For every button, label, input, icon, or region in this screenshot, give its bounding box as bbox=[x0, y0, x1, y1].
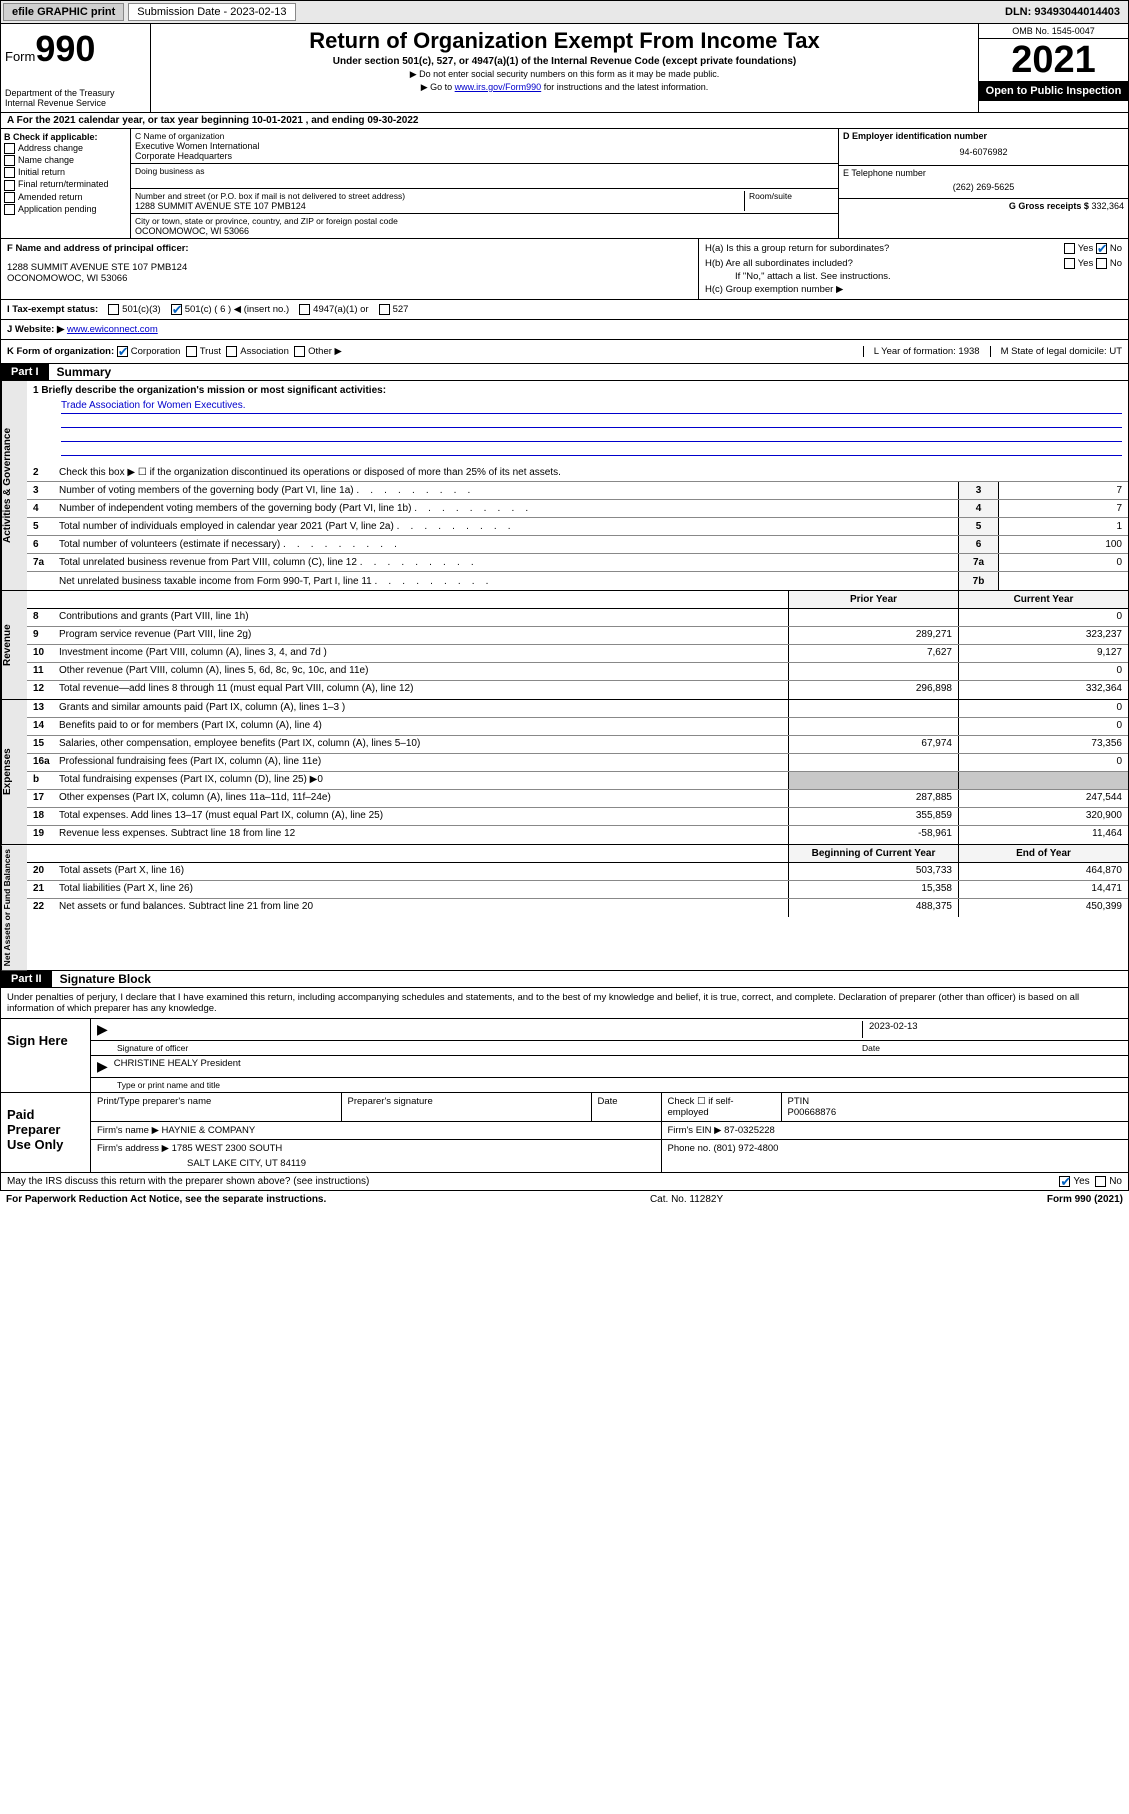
top-bar: efile GRAPHIC print Submission Date - 20… bbox=[0, 0, 1129, 24]
summary-line: 21Total liabilities (Part X, line 26)15,… bbox=[27, 881, 1128, 899]
arrow-icon: ▶ bbox=[97, 1058, 114, 1075]
checkbox-option[interactable]: Address change bbox=[4, 143, 127, 154]
summary-line: 7aTotal unrelated business revenue from … bbox=[27, 554, 1128, 572]
summary-line: Net unrelated business taxable income fr… bbox=[27, 572, 1128, 590]
paid-preparer-label: Paid Preparer Use Only bbox=[1, 1093, 91, 1172]
sig-date: 2023-02-13 bbox=[869, 1021, 1122, 1032]
summary-line: 8Contributions and grants (Part VIII, li… bbox=[27, 609, 1128, 627]
summary-line: 14Benefits paid to or for members (Part … bbox=[27, 718, 1128, 736]
section-fh: F Name and address of principal officer:… bbox=[0, 239, 1129, 300]
mission-text: Trade Association for Women Executives. bbox=[61, 400, 1122, 414]
firm-name: HAYNIE & COMPANY bbox=[162, 1125, 256, 1136]
tax-year: 2021 bbox=[979, 39, 1128, 81]
summary-line: 5Total number of individuals employed in… bbox=[27, 518, 1128, 536]
col-current: Current Year bbox=[958, 591, 1128, 609]
checkbox-option[interactable]: Final return/terminated bbox=[4, 179, 127, 190]
vlabel-revenue: Revenue bbox=[1, 591, 27, 699]
section-klm: K Form of organization: Corporation Trus… bbox=[0, 340, 1129, 364]
efile-print-button[interactable]: efile GRAPHIC print bbox=[3, 3, 124, 21]
governance-block: Activities & Governance 1 Briefly descri… bbox=[0, 381, 1129, 591]
firm-addr1: 1785 WEST 2300 SOUTH bbox=[172, 1143, 283, 1154]
section-c: C Name of organization Executive Women I… bbox=[131, 129, 838, 238]
org-name: Executive Women International bbox=[135, 141, 834, 151]
vlabel-expenses: Expenses bbox=[1, 700, 27, 844]
officer-addr2: OCONOMOWOC, WI 53066 bbox=[7, 273, 692, 284]
sig-intro: Under penalties of perjury, I declare th… bbox=[1, 988, 1128, 1018]
summary-line: 20Total assets (Part X, line 16)503,7334… bbox=[27, 863, 1128, 881]
col-end: End of Year bbox=[958, 845, 1128, 863]
submission-date: Submission Date - 2023-02-13 bbox=[128, 3, 295, 21]
section-j: J Website: ▶ www.ewiconnect.com bbox=[0, 320, 1129, 340]
form-note1: ▶ Do not enter social security numbers o… bbox=[159, 69, 970, 80]
footer-right: Form 990 (2021) bbox=[1047, 1194, 1123, 1205]
section-de: D Employer identification number 94-6076… bbox=[838, 129, 1128, 238]
footer-left: For Paperwork Reduction Act Notice, see … bbox=[6, 1194, 326, 1205]
summary-line: 10Investment income (Part VIII, column (… bbox=[27, 645, 1128, 663]
summary-line: 19Revenue less expenses. Subtract line 1… bbox=[27, 826, 1128, 844]
dln-label: DLN: 93493044014403 bbox=[1005, 6, 1126, 18]
expenses-block: Expenses 13Grants and similar amounts pa… bbox=[0, 700, 1129, 845]
checkbox-option[interactable]: Name change bbox=[4, 155, 127, 166]
netassets-block: Net Assets or Fund Balances Beginning of… bbox=[0, 845, 1129, 971]
omb-number: OMB No. 1545-0047 bbox=[979, 24, 1128, 39]
checkbox-option[interactable]: Initial return bbox=[4, 167, 127, 178]
irs-label: Internal Revenue Service bbox=[5, 98, 146, 108]
page-footer: For Paperwork Reduction Act Notice, see … bbox=[0, 1191, 1129, 1208]
summary-line: 22Net assets or fund balances. Subtract … bbox=[27, 899, 1128, 917]
phone: (262) 269-5625 bbox=[843, 178, 1124, 196]
org-name2: Corporate Headquarters bbox=[135, 151, 834, 161]
sign-here-label: Sign Here bbox=[1, 1019, 91, 1092]
form-title: Return of Organization Exempt From Incom… bbox=[159, 28, 970, 54]
info-grid: B Check if applicable: Address changeNam… bbox=[0, 129, 1129, 239]
summary-line: 16aProfessional fundraising fees (Part I… bbox=[27, 754, 1128, 772]
ptin: P00668876 bbox=[788, 1107, 837, 1118]
summary-line: 13Grants and similar amounts paid (Part … bbox=[27, 700, 1128, 718]
part2-header: Part II Signature Block bbox=[0, 971, 1129, 988]
summary-line: 15Salaries, other compensation, employee… bbox=[27, 736, 1128, 754]
arrow-icon: ▶ bbox=[97, 1021, 114, 1038]
section-b: B Check if applicable: Address changeNam… bbox=[1, 129, 131, 238]
signature-section: Under penalties of perjury, I declare th… bbox=[0, 988, 1129, 1173]
firm-ein: 87-0325228 bbox=[724, 1125, 775, 1136]
website-link[interactable]: www.ewiconnect.com bbox=[67, 324, 158, 335]
firm-phone: (801) 972-4800 bbox=[713, 1143, 778, 1154]
summary-line: 11Other revenue (Part VIII, column (A), … bbox=[27, 663, 1128, 681]
inspection-badge: Open to Public Inspection bbox=[979, 81, 1128, 101]
officer-name: CHRISTINE HEALY President bbox=[114, 1058, 241, 1075]
summary-line: 4Number of independent voting members of… bbox=[27, 500, 1128, 518]
dept-label: Department of the Treasury bbox=[5, 88, 146, 98]
summary-line: bTotal fundraising expenses (Part IX, co… bbox=[27, 772, 1128, 790]
vlabel-governance: Activities & Governance bbox=[1, 381, 27, 590]
form-header: Form990 Department of the Treasury Inter… bbox=[0, 24, 1129, 113]
irs-link[interactable]: www.irs.gov/Form990 bbox=[455, 82, 542, 92]
form-subtitle: Under section 501(c), 527, or 4947(a)(1)… bbox=[159, 56, 970, 67]
footer-mid: Cat. No. 11282Y bbox=[326, 1194, 1047, 1205]
preparer-table: Print/Type preparer's name Preparer's si… bbox=[91, 1093, 1128, 1172]
summary-line: 17Other expenses (Part IX, column (A), l… bbox=[27, 790, 1128, 808]
part1-header: Part I Summary bbox=[0, 364, 1129, 381]
summary-line: 18Total expenses. Add lines 13–17 (must … bbox=[27, 808, 1128, 826]
gross-receipts: 332,364 bbox=[1091, 201, 1124, 211]
col-prior: Prior Year bbox=[788, 591, 958, 609]
form-note2: ▶ Go to www.irs.gov/Form990 for instruct… bbox=[159, 82, 970, 93]
col-begin: Beginning of Current Year bbox=[788, 845, 958, 863]
tax-period: A For the 2021 calendar year, or tax yea… bbox=[0, 113, 1129, 129]
checkbox-option[interactable]: Amended return bbox=[4, 192, 127, 203]
summary-line: 6Total number of volunteers (estimate if… bbox=[27, 536, 1128, 554]
form-number: Form990 bbox=[5, 28, 146, 70]
summary-line: 12Total revenue—add lines 8 through 11 (… bbox=[27, 681, 1128, 699]
ein: 94-6076982 bbox=[843, 141, 1124, 163]
org-address: 1288 SUMMIT AVENUE STE 107 PMB124 bbox=[135, 201, 744, 211]
revenue-block: Revenue Prior Year Current Year 8Contrib… bbox=[0, 591, 1129, 700]
summary-line: 9Program service revenue (Part VIII, lin… bbox=[27, 627, 1128, 645]
checkbox-option[interactable]: Application pending bbox=[4, 204, 127, 215]
summary-line: 3Number of voting members of the governi… bbox=[27, 482, 1128, 500]
discuss-row: May the IRS discuss this return with the… bbox=[0, 1173, 1129, 1191]
officer-addr1: 1288 SUMMIT AVENUE STE 107 PMB124 bbox=[7, 262, 692, 273]
section-i: I Tax-exempt status: 501(c)(3) 501(c) ( … bbox=[0, 300, 1129, 320]
vlabel-netassets: Net Assets or Fund Balances bbox=[1, 845, 27, 970]
org-city: OCONOMOWOC, WI 53066 bbox=[135, 226, 834, 236]
firm-addr2: SALT LAKE CITY, UT 84119 bbox=[97, 1154, 655, 1169]
